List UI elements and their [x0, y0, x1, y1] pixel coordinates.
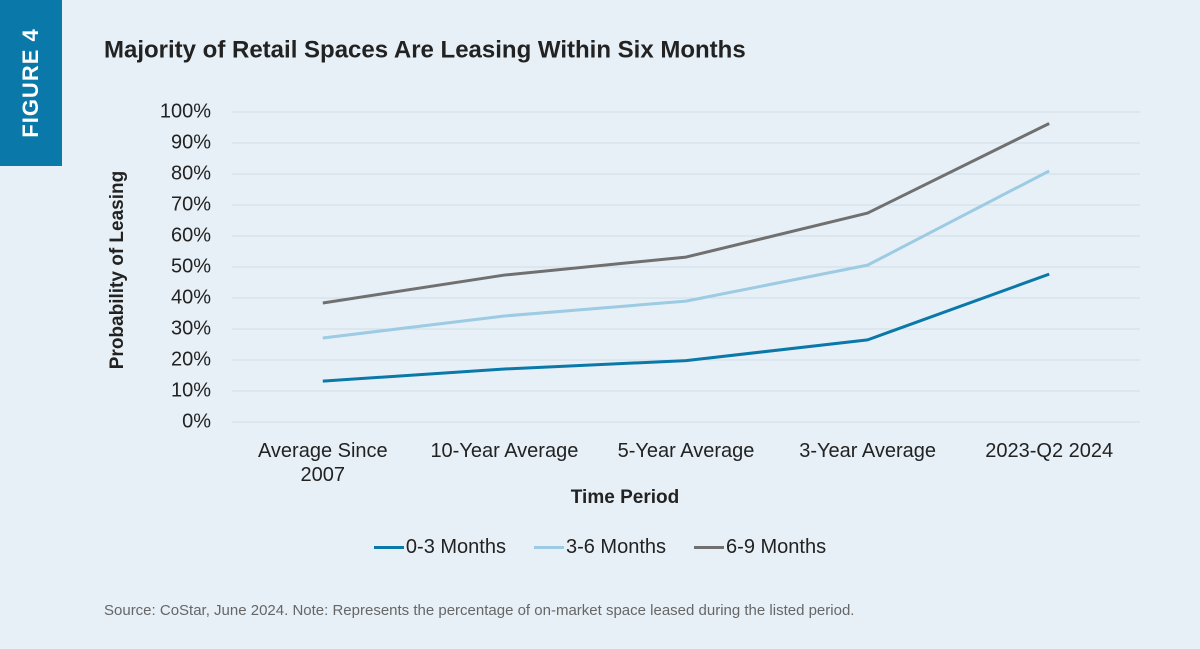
x-tick-label: 2023-Q2 2024 — [985, 440, 1114, 462]
line-series — [322, 272, 1050, 383]
y-tick-label: 70% — [171, 193, 211, 215]
y-tick-label: 90% — [171, 131, 211, 153]
legend-item: 0-3 Months — [373, 536, 506, 559]
legend-swatch — [373, 546, 404, 549]
y-tick-label: 40% — [171, 286, 211, 308]
x-tick-label: 3-Year Average — [799, 440, 936, 462]
legend-item: 3-6 Months — [533, 536, 667, 559]
x-axis-label: Time Period — [571, 487, 679, 508]
legend-label: 0-3 Months — [405, 536, 506, 558]
y-tick-label: 60% — [171, 224, 211, 246]
y-tick-label: 20% — [171, 348, 211, 370]
y-tick-label: 0% — [182, 410, 211, 432]
legend: 0-3 Months 3-6 Months 6-9 Months — [0, 536, 1200, 559]
legend-label: 6-9 Months — [726, 536, 827, 558]
line-series — [322, 122, 1050, 305]
x-tick-label: 10-Year Average — [430, 440, 579, 462]
legend-swatch — [533, 546, 564, 549]
legend-label: 3-6 Months — [565, 536, 667, 558]
legend-item: 6-9 Months — [694, 536, 826, 559]
chart-title: Majority of Retail Spaces Are Leasing Wi… — [104, 36, 746, 63]
y-axis-label: Probability of Leasing — [107, 171, 128, 369]
y-tick-label: 10% — [171, 379, 211, 401]
source-note: Source: CoStar, June 2024. Note: Represe… — [104, 602, 855, 619]
y-tick-label: 80% — [171, 162, 211, 184]
x-tick-label: Average Since 2007 — [257, 440, 388, 486]
y-tick-label: 100% — [160, 100, 211, 122]
y-tick-label: 50% — [171, 255, 211, 277]
y-tick-label: 30% — [171, 317, 211, 339]
figure-badge: FIGURE 4 — [0, 0, 62, 166]
legend-swatch — [694, 546, 725, 549]
line-series — [322, 169, 1050, 340]
x-tick-label: 5-Year Average — [617, 440, 755, 462]
